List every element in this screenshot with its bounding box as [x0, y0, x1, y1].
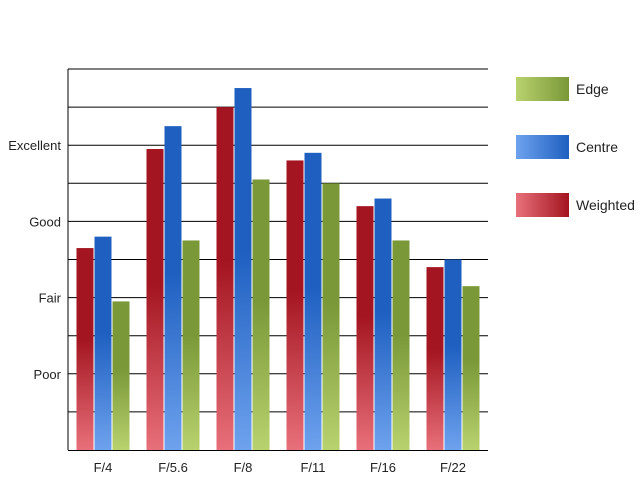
bar-centre-0: [94, 236, 112, 450]
bar-centre-4: [374, 198, 392, 450]
x-tick-label: F/5.6: [158, 460, 188, 475]
legend-swatch-centre: [516, 135, 569, 159]
bar-centre-3: [304, 152, 322, 450]
legend-label-weighted: Weighted: [576, 197, 635, 213]
bar-edge-2: [252, 179, 270, 451]
axes: [67, 69, 488, 451]
x-axis-ticks: F/4 F/5.6 F/8 F/11 F/16 F/22: [94, 460, 466, 475]
legend-label-centre: Centre: [576, 139, 618, 155]
bar-edge-5: [462, 286, 480, 450]
bar-edge-4: [392, 240, 410, 450]
bar-weighted-4: [356, 206, 374, 450]
grid: [68, 68, 488, 413]
x-tick-label: F/4: [94, 460, 113, 475]
y-tick-label: Fair: [39, 291, 62, 306]
bar-weighted-5: [426, 267, 444, 450]
legend-swatch-edge: [516, 77, 569, 101]
bar-centre-2: [234, 88, 252, 451]
legend-label-edge: Edge: [576, 81, 609, 97]
legend-swatch-weighted: [516, 193, 569, 217]
x-tick-label: F/22: [440, 460, 466, 475]
bar-centre-5: [444, 259, 462, 450]
bar-centre-1: [164, 126, 182, 451]
y-tick-label: Excellent: [8, 138, 61, 153]
y-tick-label: Good: [29, 214, 61, 229]
y-axis-ticks: Poor Fair Good Excellent: [8, 138, 61, 382]
bar-edge-3: [322, 183, 340, 451]
bar-weighted-3: [286, 160, 304, 450]
bars: [76, 88, 480, 451]
x-tick-label: F/16: [370, 460, 396, 475]
x-tick-label: F/8: [234, 460, 253, 475]
x-tick-label: F/11: [300, 460, 325, 475]
bar-weighted-2: [216, 107, 234, 450]
legend: Edge Centre Weighted: [516, 77, 635, 217]
bar-weighted-0: [76, 248, 94, 450]
bar-weighted-1: [146, 149, 164, 450]
y-tick-label: Poor: [34, 367, 62, 382]
bar-edge-0: [112, 301, 130, 450]
bar-edge-1: [182, 240, 200, 450]
